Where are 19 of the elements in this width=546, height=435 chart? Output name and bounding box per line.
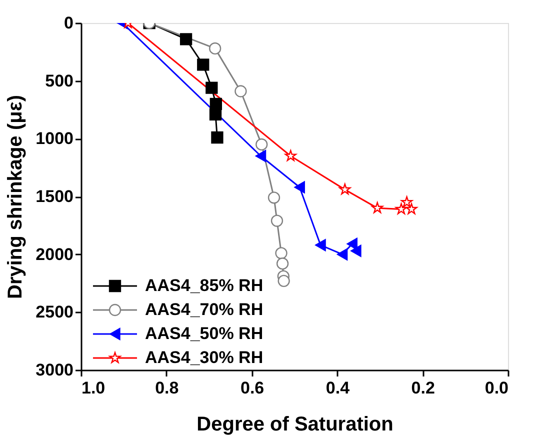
- x-tick-label: 1.0: [82, 378, 106, 398]
- y-tick-label: 500: [45, 71, 74, 90]
- legend-label: AAS4_50% RH: [145, 324, 264, 343]
- y-tick-label: 3000: [36, 360, 74, 380]
- y-axis-title: Drying shrinkage (με): [4, 95, 27, 299]
- y-tick-label: 1000: [36, 129, 74, 148]
- y-tick-label: 0: [64, 14, 74, 32]
- y-tick-label: 2000: [36, 244, 74, 264]
- x-tick-label: 0.0: [484, 378, 508, 398]
- y-tick-label: 1500: [36, 187, 74, 206]
- x-tick-label: 0.6: [240, 378, 264, 398]
- legend-label: AAS4_85% RH: [145, 276, 264, 295]
- legend-label: AAS4_30% RH: [145, 348, 264, 367]
- y-tick-label: 2500: [36, 302, 74, 322]
- x-tick-label: 0.4: [326, 378, 350, 398]
- x-tick-label: 0.2: [411, 378, 435, 398]
- legend-label: AAS4_70% RH: [145, 300, 264, 319]
- x-axis-title: Degree of Saturation: [196, 414, 394, 435]
- x-tick-label: 0.8: [155, 378, 179, 398]
